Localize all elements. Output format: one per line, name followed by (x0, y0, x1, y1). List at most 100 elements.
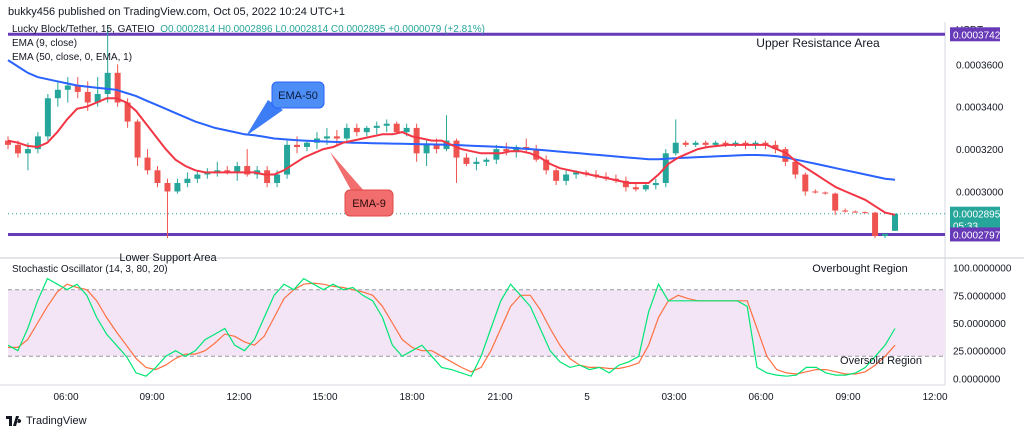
candle-body (812, 191, 819, 193)
stoch-k-line (7, 277, 896, 377)
candle-body (44, 98, 51, 137)
candle-body (802, 174, 809, 192)
candle-body (463, 157, 470, 164)
candle-body (682, 142, 689, 145)
ema9-callout (344, 189, 394, 217)
candle-body (274, 174, 281, 183)
candles-group (5, 26, 898, 239)
candle-body (453, 140, 460, 158)
lower-price-badge (950, 227, 1000, 242)
candle-body (303, 142, 310, 147)
price-tick-label: 0.0003000 (956, 187, 1004, 198)
upper-price-badge-text: 0.0003742 (953, 30, 1001, 41)
candle-body (563, 174, 570, 181)
candle-body (214, 170, 221, 173)
candle-body (882, 233, 889, 236)
time-tick-label: 5 (584, 392, 590, 403)
candle-body (473, 161, 480, 164)
candle-body (363, 127, 370, 133)
legend-symbol[interactable]: Lucky Block/Tether, 15, GATEIO (12, 24, 155, 35)
candle-body (383, 123, 390, 126)
legend-ema9[interactable]: EMA (9, close) (12, 38, 78, 49)
candle-body (672, 142, 679, 154)
candle-body (164, 182, 171, 192)
ema50-line (7, 59, 896, 181)
time-tick-label: 03:00 (661, 392, 686, 403)
candle-body (483, 159, 490, 162)
candle-body (84, 91, 91, 103)
legend-stoch[interactable]: Stochastic Oscillator (14, 3, 80, 20) (12, 264, 168, 275)
candle-body (403, 127, 410, 133)
footer-brand[interactable]: TradingView (6, 415, 87, 427)
time-tick-label: 18:00 (399, 392, 424, 403)
candle-body (722, 142, 729, 145)
candle-body (54, 89, 61, 99)
candle-body (433, 144, 440, 150)
price-tick-label: 0.0003400 (956, 103, 1004, 114)
time-tick-label: 12:00 (226, 392, 251, 403)
time-tick-label: 15:00 (312, 392, 337, 403)
candle-body (752, 142, 759, 145)
candle-body (772, 144, 779, 150)
time-tick-label: 09:00 (835, 392, 860, 403)
candle-body (642, 185, 649, 190)
candle-body (24, 149, 31, 154)
candle-body (234, 166, 241, 173)
lower-price-badge-text: 0.0002797 (953, 230, 1001, 241)
candle-body (872, 212, 879, 236)
candle-body (413, 127, 420, 154)
candle-body (204, 172, 211, 175)
candle-body (632, 187, 639, 190)
candle-body (34, 136, 41, 150)
ema9-callout-pointer (330, 152, 365, 192)
candle-body (553, 170, 560, 181)
candle-body (114, 72, 121, 103)
stoch-axis: 100.0000000 75.0000000 50.0000000 25.000000… (953, 264, 1012, 386)
candle-body (373, 125, 380, 128)
candle-body (503, 149, 510, 152)
candle-body (842, 210, 849, 212)
candle-body (762, 142, 769, 145)
candle-body (822, 192, 829, 194)
candle-body (782, 149, 789, 162)
candle-body (692, 142, 699, 145)
ema50-callout-label: EMA-50 (278, 90, 318, 102)
ema50-callout-pointer (246, 100, 283, 136)
time-tick-label: 12:00 (922, 392, 947, 403)
candle-body (174, 182, 181, 192)
candle-body (5, 140, 11, 145)
candle-body (74, 85, 81, 92)
candle-body (294, 144, 301, 147)
candle-body (323, 136, 330, 139)
candle-body (573, 172, 580, 175)
legend-symbol-row: Lucky Block/Tether, 15, GATEIO O0.000281… (12, 24, 485, 35)
candle-body (832, 193, 839, 211)
legend-ema50[interactable]: EMA (50, close, 0, EMA, 1) (12, 52, 133, 63)
tradingview-logo-icon (6, 416, 22, 426)
candle-body (662, 153, 669, 183)
time-axis: 06:00 09:00 12:00 15:00 18:00 21:00 5 03:00 06:0… (53, 392, 947, 403)
candle-body (104, 72, 111, 95)
candle-body (14, 144, 21, 154)
candle-body (343, 127, 350, 139)
price-tick-label: 0.0003200 (956, 145, 1004, 156)
candle-body (353, 127, 360, 133)
candle-body (533, 149, 540, 160)
candle-body (184, 178, 191, 183)
candle-body (543, 159, 550, 171)
candle-body (742, 142, 749, 145)
candle-body (712, 142, 719, 145)
time-tick-label: 06:00 (748, 392, 773, 403)
candle-body (732, 142, 739, 145)
stoch-d-line (8, 282, 896, 375)
legend-ohlc: O0.0002814 H0.0002896 L0.0002814 C0.0002… (160, 24, 485, 35)
candle-body (244, 166, 251, 175)
ema50-callout (271, 81, 325, 109)
last-price-badge-text: 0.0002895 (953, 210, 1001, 221)
publisher-line: bukky456 published on TradingView.com, O… (8, 6, 346, 18)
time-tick-label: 21:00 (487, 392, 512, 403)
footer-brand-text: TradingView (26, 415, 87, 427)
candle-body (702, 142, 709, 145)
oversold-label: Oversold Region (840, 355, 922, 367)
